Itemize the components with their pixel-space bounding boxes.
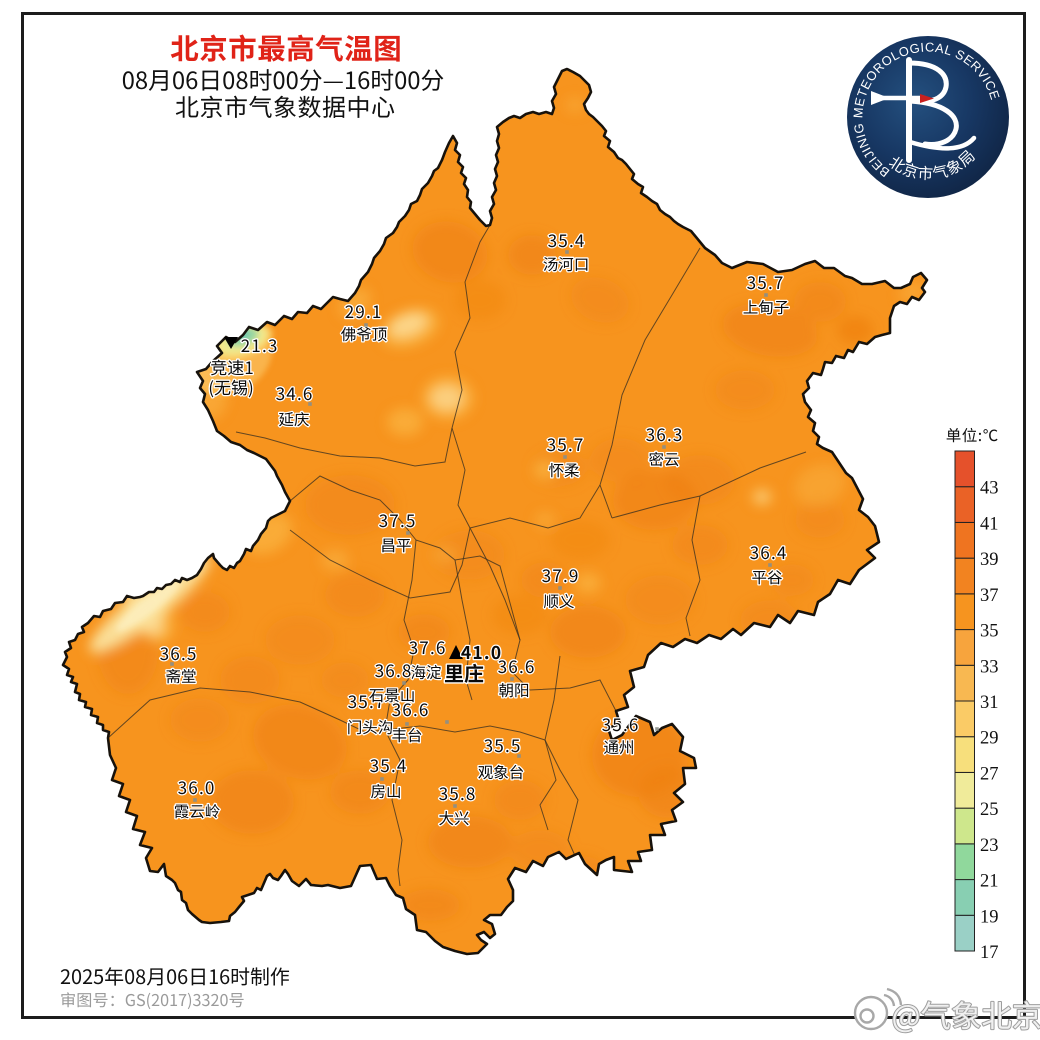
svg-text:43: 43 — [980, 479, 999, 499]
svg-text:19: 19 — [980, 907, 999, 927]
svg-text:21: 21 — [980, 872, 999, 892]
svg-text:29: 29 — [980, 729, 999, 749]
svg-text:17: 17 — [980, 943, 999, 963]
svg-text:31: 31 — [980, 693, 999, 713]
svg-text:41: 41 — [980, 514, 999, 534]
svg-text:27: 27 — [980, 764, 999, 784]
svg-text:25: 25 — [980, 800, 999, 820]
svg-text:35: 35 — [980, 622, 999, 642]
svg-text:37: 37 — [980, 586, 999, 606]
svg-text:33: 33 — [980, 657, 999, 677]
svg-text:23: 23 — [980, 836, 999, 856]
svg-text:39: 39 — [980, 550, 999, 570]
